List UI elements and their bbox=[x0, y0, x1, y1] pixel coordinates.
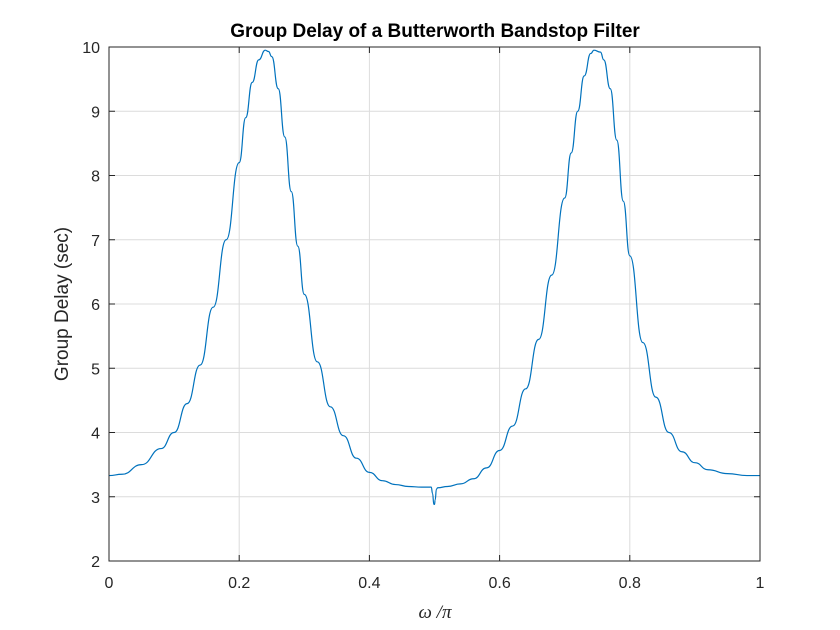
x-tick-label: 0.2 bbox=[228, 575, 250, 592]
x-tick-label: 0.8 bbox=[619, 575, 641, 592]
chart-title: Group Delay of a Butterworth Bandstop Fi… bbox=[230, 21, 640, 42]
x-axis-label: ω /π bbox=[419, 602, 452, 623]
y-tick-label: 2 bbox=[91, 554, 100, 571]
data-series bbox=[108, 49, 760, 506]
y-tick-labels: 2 3 4 5 6 7 8 9 10 bbox=[82, 40, 100, 571]
y-tick-label: 4 bbox=[91, 426, 100, 443]
x-tick-label: 1 bbox=[756, 575, 765, 592]
y-tick-label: 10 bbox=[82, 40, 100, 57]
x-tick-label: 0.4 bbox=[358, 575, 380, 592]
group-delay-line bbox=[108, 49, 760, 506]
x-tick-label: 0.6 bbox=[488, 575, 510, 592]
y-tick-label: 9 bbox=[91, 104, 100, 121]
x-tick-label: 0 bbox=[105, 575, 114, 592]
y-tick-label: 6 bbox=[91, 297, 100, 314]
y-axis-label: Group Delay (sec) bbox=[52, 227, 73, 381]
y-tick-label: 7 bbox=[91, 233, 100, 250]
axis-ticks bbox=[108, 46, 761, 562]
y-tick-label: 8 bbox=[91, 169, 100, 186]
y-tick-label: 3 bbox=[91, 490, 100, 507]
y-tick-label: 5 bbox=[91, 361, 100, 378]
x-tick-labels: 0 0.2 0.4 0.6 0.8 1 bbox=[105, 575, 765, 592]
